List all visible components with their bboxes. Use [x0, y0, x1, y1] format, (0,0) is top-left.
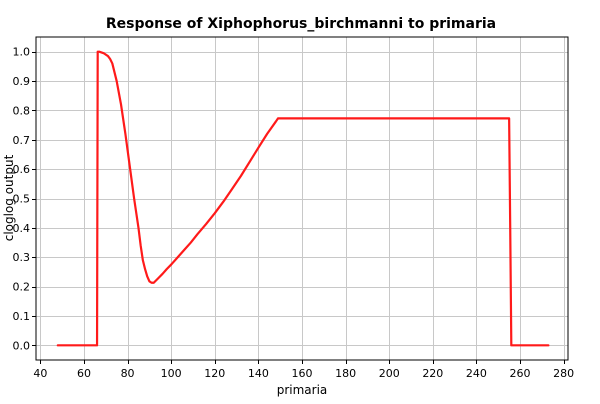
x-tick-label: 60: [77, 367, 91, 380]
x-tick-label: 260: [510, 367, 531, 380]
y-tick-label: 0.7: [13, 134, 31, 147]
x-tick-label: 180: [335, 367, 356, 380]
plot-area: 40 60 80 100 120 140 160 180 200 220 240 260 280 0.0 0…: [13, 36, 575, 380]
y-axis-label: cloglog output: [2, 154, 16, 241]
y-tick-label: 0.8: [13, 104, 31, 117]
y-tick-label: 0.0: [13, 339, 31, 352]
x-tick-label: 240: [466, 367, 487, 380]
series-line: [56, 50, 550, 347]
x-tick-label: 200: [379, 367, 400, 380]
grid-layer: [36, 37, 568, 360]
y-tick-label: 1.0: [13, 46, 31, 59]
x-tick-label: 140: [248, 367, 269, 380]
y-tick-label: 0.6: [13, 163, 31, 176]
x-tick-label: 160: [292, 367, 313, 380]
x-tick-label: 100: [161, 367, 182, 380]
x-tick-label: 80: [121, 367, 135, 380]
plot-border: [35, 36, 569, 361]
x-axis-label: primaria: [277, 383, 328, 397]
tick-layer: 40 60 80 100 120 140 160 180 200 220 240 260 280 0.0 0…: [13, 46, 575, 380]
x-tick-label: 280: [553, 367, 574, 380]
y-tick-label: 0.3: [13, 251, 31, 264]
y-tick-label: 0.5: [13, 193, 31, 206]
x-tick-label: 120: [204, 367, 225, 380]
y-tick-label: 0.2: [13, 281, 31, 294]
y-tick-label: 0.9: [13, 75, 31, 88]
y-tick-label: 0.4: [13, 222, 31, 235]
series-layer: [56, 50, 550, 347]
x-tick-label: 40: [33, 367, 47, 380]
x-tick-label: 220: [422, 367, 443, 380]
y-tick-label: 0.1: [13, 310, 31, 323]
chart-title: Response of Xiphophorus_birchmanni to pr…: [106, 16, 496, 32]
